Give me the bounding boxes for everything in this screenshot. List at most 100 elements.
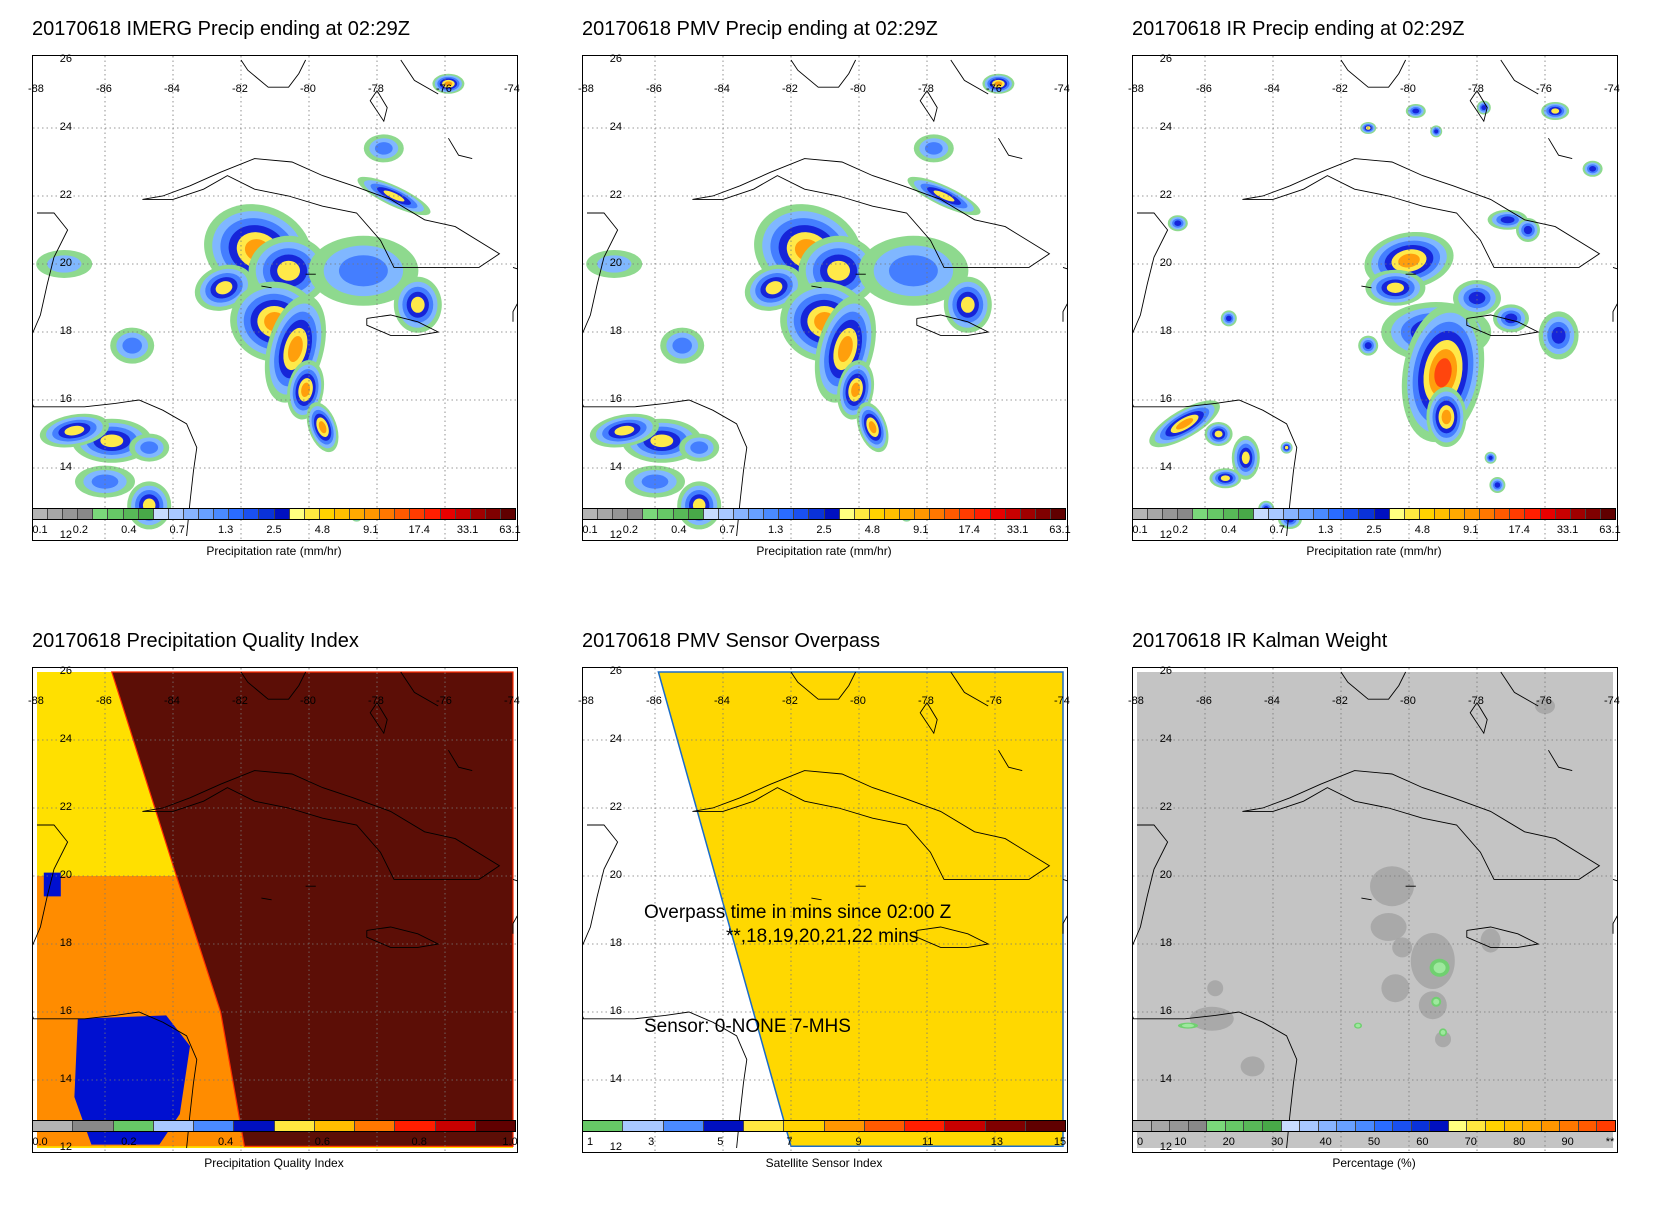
coastline (1133, 59, 1617, 537)
colorbar-swatch (355, 1121, 396, 1131)
lon-label: -78 (368, 694, 384, 707)
colorbar-swatch (1020, 509, 1036, 519)
colorbar-swatch (975, 509, 991, 519)
colorbar-swatch (485, 509, 501, 519)
colorbar-swatch (899, 509, 916, 519)
colorbar-tick-label: 0.1 (582, 524, 598, 536)
colorbar-tick-label: 0 (1136, 1136, 1144, 1148)
lat-label: 14 (59, 461, 73, 473)
colorbar-swatch (583, 1121, 624, 1131)
lon-label: -82 (1332, 82, 1348, 95)
colorbar-swatch (688, 509, 704, 519)
lat-label: 16 (1159, 393, 1173, 405)
precip-field (36, 73, 465, 530)
lon-label: -76 (436, 82, 452, 95)
colorbar-tick-label: 0.7 (719, 524, 735, 536)
lat-label: 14 (59, 1073, 73, 1085)
map-view (582, 55, 1068, 541)
lon-label: -74 (504, 82, 520, 95)
colorbar-swatch (623, 1121, 664, 1131)
lon-label: -74 (1604, 694, 1620, 707)
colorbar-swatch (930, 509, 946, 519)
lat-label: 14 (609, 461, 623, 473)
lat-label: 22 (59, 189, 73, 201)
colorbar-swatch (1504, 1121, 1524, 1131)
colorbar-swatch (613, 509, 629, 519)
panel-title: 20170618 PMV Sensor Overpass (582, 630, 880, 652)
colorbar-tick-label: 1 (586, 1136, 594, 1148)
colorbar-tick-label: 11 (921, 1136, 934, 1148)
colorbar (582, 1120, 1066, 1132)
colorbar-swatch (1465, 509, 1481, 519)
precip-field (1149, 100, 1603, 529)
lon-label: -80 (300, 82, 316, 95)
colorbar-tick-label: 0.7 (169, 524, 185, 536)
lat-label: 12 (59, 529, 73, 541)
colorbar-tick-label: 0.1 (32, 524, 48, 536)
colorbar-tick-label: 7 (786, 1136, 793, 1148)
colorbar-swatch (1050, 509, 1065, 519)
colorbar-swatch (1281, 1121, 1301, 1131)
colorbar-swatch (395, 1121, 436, 1131)
colorbar-swatch (1170, 1121, 1189, 1131)
lat-label: 24 (1159, 121, 1173, 133)
panel-title: 20170618 Precipitation Quality Index (32, 630, 359, 652)
lon-label: -84 (1264, 694, 1280, 707)
map-view (32, 667, 518, 1153)
lon-label: -82 (232, 694, 248, 707)
colorbar-label: Precipitation rate (mm/hr) (1306, 544, 1442, 558)
colorbar-swatch (1268, 509, 1284, 519)
lat-label: 26 (609, 53, 623, 65)
colorbar-swatch (1578, 1121, 1598, 1131)
colorbar-tick-label: 60 (1416, 1136, 1429, 1148)
colorbar-swatch (1337, 1121, 1356, 1131)
colorbar-swatch (1393, 1121, 1412, 1131)
lon-label: -84 (714, 694, 730, 707)
lon-label: -84 (1264, 82, 1280, 95)
colorbar-tick-label: 1.3 (1317, 524, 1334, 536)
colorbar-swatch (455, 509, 471, 519)
colorbar-swatch (113, 1121, 154, 1131)
colorbar-swatch (1485, 1121, 1505, 1131)
panel-kalman: 20170618 IR Kalman Weight -88 -86 -84 -82 -80… (1128, 630, 1652, 1230)
colorbar-swatch (663, 1121, 704, 1131)
colorbar-tick-label: 17.4 (1508, 524, 1530, 536)
lon-label: -82 (782, 82, 798, 95)
lon-label: -80 (300, 694, 316, 707)
colorbar-tick-label: ** (1605, 1136, 1615, 1148)
lat-label: 14 (1159, 461, 1173, 473)
lat-label: 18 (609, 325, 623, 337)
colorbar-swatch (764, 509, 780, 519)
colorbar-tick-label: 50 (1367, 1136, 1381, 1148)
colorbar-swatch (349, 509, 366, 519)
colorbar-swatch (314, 1121, 355, 1131)
colorbar-swatch (1300, 1121, 1319, 1131)
lat-label: 22 (609, 189, 623, 201)
colorbar-swatch (1540, 509, 1556, 519)
colorbar-swatch (304, 509, 320, 519)
colorbar-tick-label: 63.1 (499, 524, 521, 536)
colorbar-swatch (63, 509, 79, 519)
lon-label: -88 (1128, 694, 1144, 707)
lon-label: -76 (1536, 82, 1552, 95)
colorbar-swatch (440, 509, 456, 519)
colorbar-swatch (1299, 509, 1315, 519)
colorbar-swatch (1188, 1121, 1208, 1131)
lon-label: -78 (368, 82, 384, 95)
colorbar-swatch (990, 509, 1006, 519)
colorbar-swatch (643, 509, 659, 519)
colorbar-swatch (1148, 509, 1164, 519)
colorbar-swatch (1480, 509, 1496, 519)
lat-label: 12 (609, 1141, 623, 1153)
colorbar-swatch (703, 1121, 744, 1131)
colorbar-ticks: 0.1 0.2 0.4 0.7 1.3 2.5 4.8 9.1 17.4 33.1 63.1 (1132, 524, 1620, 538)
colorbar-swatch (475, 1121, 515, 1131)
colorbar (1132, 508, 1616, 520)
overpass-minutes: **,18,19,20,21,22 mins (726, 926, 919, 947)
lat-label: 22 (59, 801, 73, 813)
colorbar-swatch (48, 509, 64, 519)
lat-label: 16 (609, 1005, 623, 1017)
colorbar-tick-label: 33.1 (1006, 524, 1029, 536)
colorbar-tick-label: 17.4 (958, 524, 980, 536)
colorbar-swatch (289, 509, 305, 519)
